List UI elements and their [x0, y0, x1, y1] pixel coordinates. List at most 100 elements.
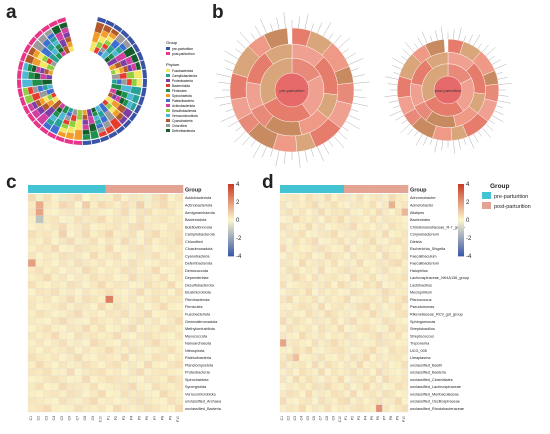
- heatmap-cell: [66, 281, 75, 289]
- heatmap-cell: [356, 324, 364, 333]
- heatmap-cell: [43, 302, 52, 311]
- heatmap-cell: [136, 390, 145, 398]
- heatmap-cell: [279, 201, 287, 209]
- heatmap-cell: [331, 397, 338, 405]
- heatmap-cell: [356, 346, 364, 354]
- heatmap-cell: [305, 222, 313, 231]
- heatmap-cell: [159, 237, 168, 245]
- heatmap-cell: [74, 252, 83, 260]
- heatmap-cell: [175, 230, 184, 238]
- heatmap-cell: [331, 215, 338, 224]
- heatmap-cell: [167, 201, 176, 209]
- krona-label-tick: [417, 37, 423, 47]
- krona-label-tick: [497, 77, 508, 80]
- krona-label-tick: [284, 151, 286, 164]
- legend-phylum-label: Actinobacteriota: [172, 104, 195, 108]
- legend-phylum-label: Spirochaetota: [172, 94, 192, 98]
- heatmap-cell: [299, 259, 306, 267]
- heatmap-cell: [299, 266, 306, 275]
- heatmap-cell: [343, 339, 351, 347]
- heatmap-cell: [318, 237, 325, 245]
- heatmap-cell: [375, 288, 383, 296]
- heatmap-cell: [350, 259, 357, 267]
- colorbar-step: [458, 239, 464, 242]
- heatmap-cell: [337, 361, 345, 369]
- heatmap-cell: [331, 244, 338, 253]
- heatmap-cell: [311, 295, 319, 304]
- heatmap-cell: [74, 208, 83, 216]
- heatmap-cell: [331, 273, 338, 282]
- heatmap-cell: [105, 259, 114, 267]
- heatmap-cell: [311, 281, 319, 289]
- heatmap-row-label: Planococcus: [410, 298, 432, 302]
- krona-label-tick: [430, 35, 433, 42]
- heatmap-cell: [343, 397, 351, 405]
- heatmap-cell: [401, 201, 409, 209]
- heatmap-cell: [159, 273, 168, 282]
- heatmap-cell: [305, 288, 313, 296]
- heatmap-cell: [305, 266, 313, 275]
- heatmap-cell: [51, 390, 60, 398]
- heatmap-cell: [51, 193, 60, 202]
- krona-label-tick: [250, 33, 256, 40]
- heatmap-cell: [144, 237, 153, 245]
- heatmap-column-label: C1: [280, 416, 284, 420]
- heatmap-cell: [299, 339, 306, 347]
- heatmap-cell: [401, 237, 409, 245]
- heatmap-cell: [395, 375, 402, 384]
- heatmap-row-label: Lactobacillus: [410, 283, 432, 287]
- heatmap-cell: [305, 346, 313, 354]
- heatmap-cell: [388, 310, 396, 318]
- heatmap-cell: [369, 353, 377, 362]
- heatmap-row-label: Acinetobacter: [410, 203, 434, 207]
- group-annotation-cell: [175, 185, 184, 193]
- heatmap-column-label: P5: [370, 416, 374, 420]
- heatmap-cell: [136, 288, 145, 296]
- heatmap-column-label: C5: [306, 416, 310, 420]
- heatmap-cell: [144, 317, 153, 325]
- colorbar-step: [228, 248, 234, 251]
- heatmap-cell: [89, 244, 98, 253]
- heatmap-cell: [66, 382, 75, 391]
- heatmap-cell: [144, 331, 153, 340]
- heatmap-cell: [51, 368, 60, 376]
- heatmap-cell: [89, 317, 98, 325]
- heatmap-cell: [286, 382, 293, 391]
- heatmap-cell: [66, 259, 75, 267]
- panel-d-heatmap: GroupAchromobacterAcinetobacterAlistipes…: [279, 182, 531, 422]
- heatmap-row-label: Deinococcota: [185, 269, 209, 273]
- krona-label-tick: [353, 81, 370, 84]
- heatmap-cell: [66, 324, 75, 333]
- heatmap-cell: [305, 339, 313, 347]
- heatmap-cell: [305, 295, 313, 304]
- heatmap-cell: [299, 310, 306, 318]
- heatmap-cell: [279, 288, 287, 296]
- heatmap-column-label: C8: [83, 416, 87, 420]
- krona-label-tick: [270, 23, 274, 32]
- heatmap-cell: [43, 404, 52, 413]
- heatmap-cell: [343, 324, 351, 333]
- heatmap-cell: [382, 266, 389, 275]
- heatmap-cell: [136, 346, 145, 354]
- krona-label-tick: [435, 30, 438, 41]
- heatmap-cell: [27, 295, 36, 304]
- heatmap-cell: [27, 215, 36, 224]
- heatmap-cell: [82, 317, 91, 325]
- heatmap-cell: [369, 382, 377, 391]
- heatmap-cell: [305, 273, 313, 282]
- group-annotation-cell: [128, 185, 137, 193]
- heatmap-cell: [89, 259, 98, 267]
- heatmap-cell: [401, 259, 409, 267]
- phylum-segment: [111, 79, 118, 85]
- heatmap-cell: [120, 346, 129, 354]
- heatmap-cell: [369, 339, 377, 347]
- heatmap-cell: [58, 361, 67, 369]
- heatmap-cell: [43, 193, 52, 202]
- heatmap-cell: [324, 244, 332, 253]
- heatmap-cell: [97, 259, 106, 267]
- heatmap-cell: [175, 193, 184, 202]
- heatmap-cell: [305, 317, 313, 325]
- heatmap-cell: [375, 397, 383, 405]
- heatmap-cell: [151, 331, 160, 340]
- heatmap-cell: [343, 353, 351, 362]
